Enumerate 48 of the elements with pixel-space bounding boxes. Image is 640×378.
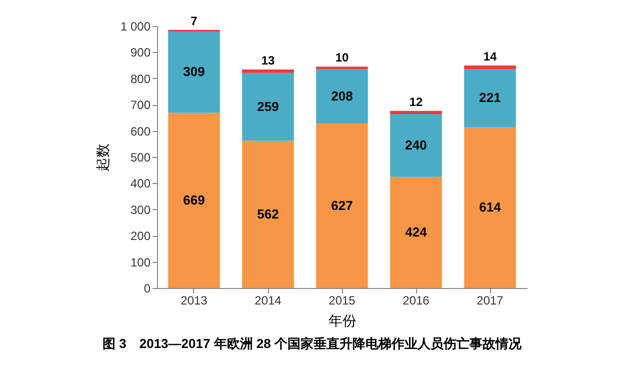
y-tick-label: 0: [144, 282, 151, 296]
bar: [464, 69, 516, 128]
bar: [168, 112, 220, 288]
data-label: 627: [331, 198, 353, 213]
y-tick-label: 700: [130, 98, 151, 112]
data-label: 10: [335, 50, 349, 65]
y-tick-label: 500: [130, 150, 151, 164]
data-label: 14: [483, 50, 497, 64]
x-axis-title: 年份: [328, 312, 356, 328]
data-label: 240: [405, 137, 427, 152]
y-tick-label: 800: [130, 72, 151, 86]
y-tick-label: 100: [130, 255, 151, 270]
data-label: 221: [479, 90, 501, 106]
data-label: 259: [257, 98, 279, 114]
y-tick-label: 1 000: [120, 20, 151, 34]
y-tick-label: 900: [130, 46, 151, 60]
x-tick-label: 2016: [402, 294, 430, 308]
data-label: 12: [409, 94, 423, 109]
bar: [316, 69, 368, 124]
bar: [390, 176, 442, 288]
y-tick-label: 200: [130, 229, 151, 244]
x-tick-label: 2013: [180, 294, 208, 308]
data-label: 309: [183, 64, 205, 80]
bar: [242, 72, 294, 141]
data-label: 208: [331, 88, 353, 104]
y-tick-label: 300: [130, 202, 151, 217]
bar: [316, 66, 368, 70]
y-tick-label: 600: [130, 124, 151, 138]
data-label: 562: [257, 206, 279, 222]
bar: [168, 32, 220, 113]
data-label: 614: [479, 200, 502, 215]
text: 图 3 2013—2017 年欧洲 28 个国家垂直升降电梯作业人员伤亡事故情况: [102, 336, 522, 351]
bar: [390, 114, 442, 177]
data-label: 13: [261, 53, 275, 68]
x-tick-label: 2014: [254, 294, 282, 308]
bar: [242, 69, 294, 73]
y-axis-title: 起数: [94, 144, 110, 172]
data-label: 669: [183, 192, 205, 208]
bar: [464, 127, 516, 288]
y-tick-label: 400: [130, 176, 151, 191]
x-tick-label: 2015: [328, 294, 356, 308]
bar: [316, 124, 368, 288]
bar: [464, 66, 516, 70]
x-tick-label: 2017: [476, 294, 504, 308]
bar: [390, 110, 442, 114]
data-label: 424: [405, 224, 428, 240]
data-label: 7: [190, 14, 198, 28]
bar: [242, 140, 294, 288]
